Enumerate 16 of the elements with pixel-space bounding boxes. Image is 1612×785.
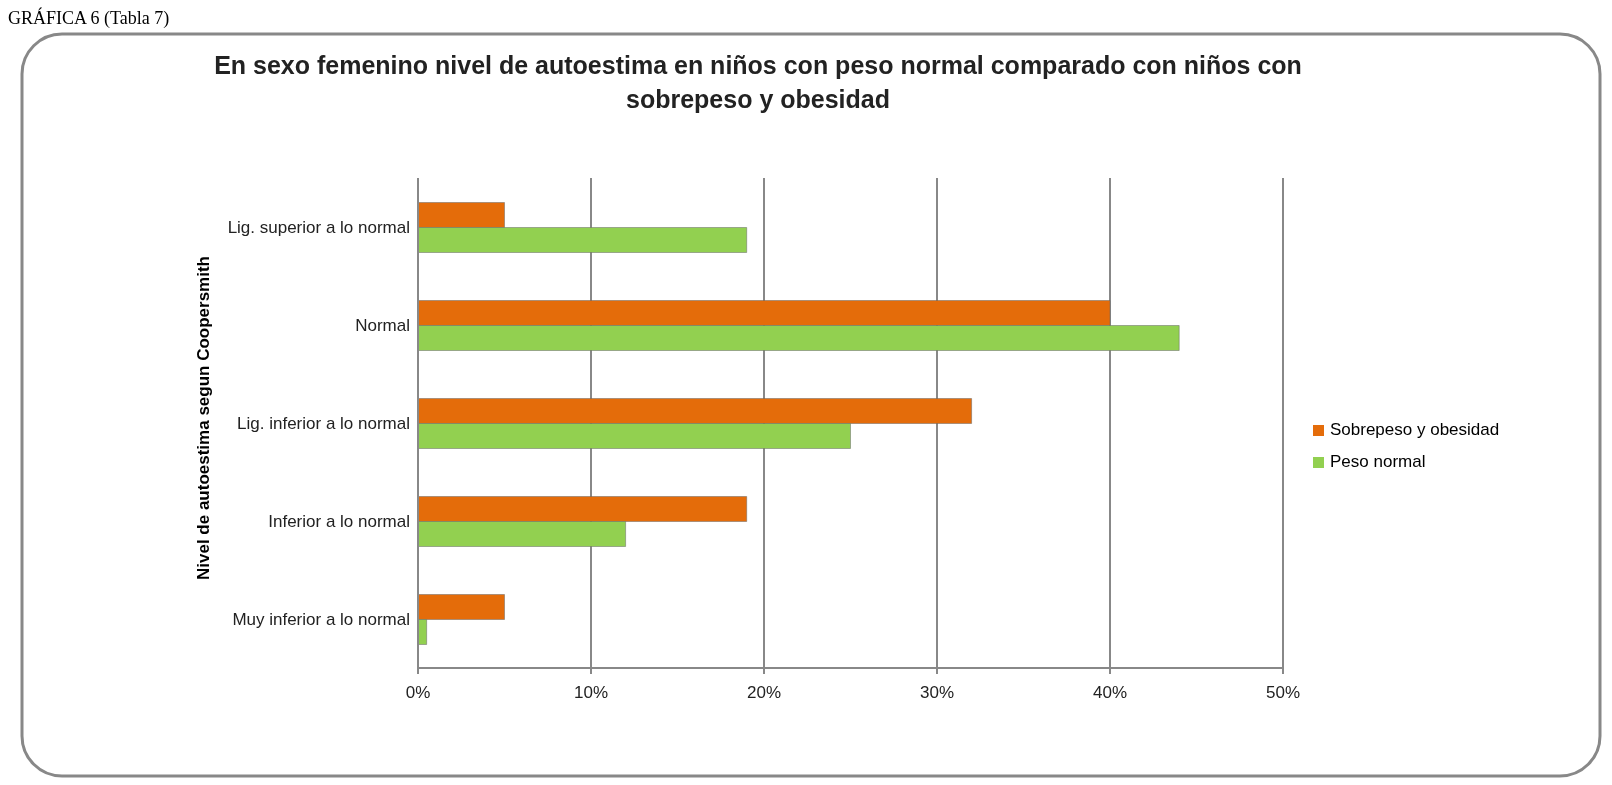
text: GRÁFICA 6 (Tabla 7) — [8, 8, 170, 29]
legend-label: Sobrepeso y obesidad — [1330, 420, 1500, 440]
y-tick-label: Lig. inferior a lo normal — [237, 414, 410, 434]
x-tick-label: 20% — [746, 683, 782, 703]
legend-label: Peso normal — [1330, 452, 1426, 472]
y-tick-label: Lig. superior a lo normal — [227, 218, 410, 238]
y-tick-label: Inferior a lo normal — [268, 512, 410, 532]
x-tick-label: 10% — [573, 683, 609, 703]
y-axis-title: Nivel de autoestima segun Coopersmith — [194, 255, 214, 581]
x-tick-label: 50% — [1265, 683, 1301, 703]
y-tick-label: Normal — [355, 316, 410, 336]
x-tick-label: 0% — [405, 683, 431, 703]
x-tick-label: 40% — [1092, 683, 1128, 703]
x-tick-label: 30% — [919, 683, 955, 703]
chart-title: En sexo femenino nivel de autoestima en niños con peso normal comparado con niños con sobrepeso y obesidad — [213, 50, 1303, 115]
y-tick-label: Muy inferior a lo normal — [232, 610, 410, 630]
